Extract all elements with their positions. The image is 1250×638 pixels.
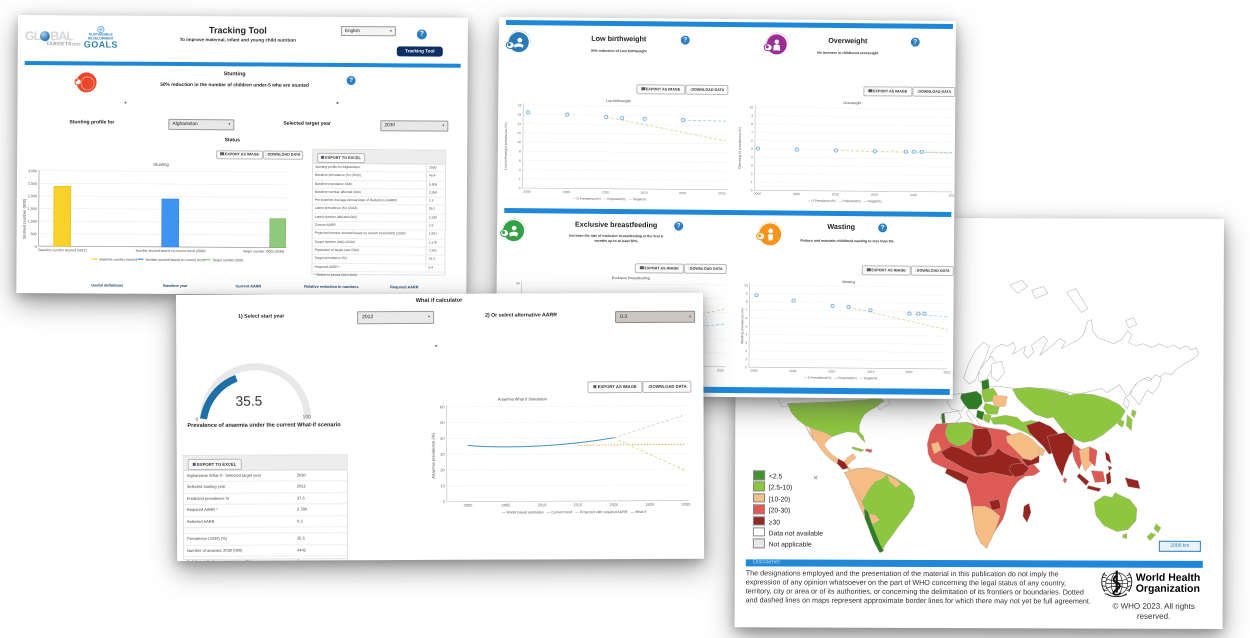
svg-text:10: 10 [517, 140, 521, 144]
svg-text:2005: 2005 [501, 503, 511, 508]
svg-text:2020: 2020 [905, 370, 912, 374]
svg-text:2025: 2025 [943, 370, 950, 374]
svg-text:10: 10 [744, 283, 748, 287]
svg-text:2025: 2025 [718, 191, 725, 195]
svg-text:4: 4 [751, 155, 753, 159]
svg-text:50: 50 [440, 420, 445, 425]
svg-text:Number stunted based on curren: Number stunted based on current trend (2… [136, 249, 206, 253]
svg-text:60: 60 [440, 404, 445, 409]
svg-text:7: 7 [746, 308, 748, 312]
svg-text:3,000: 3,000 [28, 169, 37, 173]
svg-text:2020: 2020 [609, 502, 619, 507]
svg-text:.: . [757, 448, 758, 454]
svg-text:6: 6 [519, 159, 521, 163]
svg-text:8: 8 [751, 122, 753, 126]
svg-text:0: 0 [443, 499, 446, 504]
svg-text:Overweight: Overweight [843, 101, 861, 105]
svg-text:16: 16 [518, 113, 522, 117]
svg-text:30: 30 [440, 452, 445, 457]
svg-text:Wasting prevalence (%): Wasting prevalence (%) [740, 308, 744, 344]
svg-text:2000: 2000 [523, 190, 530, 194]
svg-text:— O Prevalence(%) --- Projec: — O Prevalence(%) --- Projected(%) — Tar… [807, 199, 881, 204]
svg-text:Baseline number stunted (2012): Baseline number stunted (2012) [38, 248, 86, 252]
svg-text:Anaemia prevalence (%): Anaemia prevalence (%) [431, 432, 436, 478]
svg-text:3: 3 [751, 164, 753, 168]
svg-text:2020: 2020 [910, 193, 917, 197]
svg-text:— 0 Prevalence(%) --- Projec: — 0 Prevalence(%) --- Projected(%) — Tar… [804, 376, 877, 381]
svg-text:4: 4 [745, 333, 747, 337]
svg-text:1: 1 [745, 357, 747, 361]
svg-text:20: 20 [440, 468, 445, 473]
svg-text:5: 5 [751, 147, 753, 151]
svg-text:8: 8 [519, 149, 521, 153]
svg-text:2: 2 [745, 349, 747, 353]
svg-text:2: 2 [519, 177, 521, 181]
svg-text:2010: 2010 [602, 190, 609, 194]
svg-text:2030: 2030 [681, 502, 691, 507]
svg-text:1,500: 1,500 [28, 207, 37, 211]
svg-text:2010: 2010 [537, 502, 547, 507]
svg-text:0: 0 [751, 188, 753, 192]
svg-text:2025: 2025 [949, 193, 956, 197]
svg-text:Stunting: Stunting [153, 162, 169, 167]
svg-text:12: 12 [517, 131, 521, 135]
svg-text:0: 0 [745, 365, 747, 369]
svg-text:— Model based estimates — Cu: — Model based estimates — Current trend … [502, 510, 646, 515]
svg-text:Target number (000): Target number (000) [212, 258, 243, 262]
svg-text:4: 4 [519, 168, 521, 172]
svg-text:10: 10 [750, 105, 754, 109]
svg-text:6: 6 [746, 316, 748, 320]
svg-text:14: 14 [518, 122, 522, 126]
svg-text:2010: 2010 [828, 369, 835, 373]
svg-text:2005: 2005 [563, 190, 570, 194]
svg-text:2000: 2000 [750, 369, 757, 373]
svg-text:Number stunted based on curren: Number stunted based on current trend [145, 258, 204, 262]
svg-text:8: 8 [746, 300, 748, 304]
svg-text:Anaemia What if Simulation: Anaemia What if Simulation [498, 396, 547, 401]
svg-text:2,000: 2,000 [28, 194, 37, 198]
svg-text:10: 10 [440, 483, 445, 488]
svg-text:0: 0 [519, 186, 521, 190]
svg-text:1,000: 1,000 [28, 219, 37, 223]
svg-text:60: 60 [516, 281, 520, 285]
svg-text:9: 9 [751, 114, 753, 118]
svg-text:2000: 2000 [754, 192, 761, 196]
svg-text:6: 6 [751, 139, 753, 143]
svg-text:5: 5 [746, 324, 748, 328]
svg-text:2015: 2015 [641, 191, 648, 195]
svg-text:— O Prevalence(%) --- Projec: — O Prevalence(%) --- Projected(%) — Tar… [572, 197, 646, 202]
svg-text:Low birthweight prevalence (%): Low birthweight prevalence (%) [504, 122, 508, 169]
svg-text:2010: 2010 [832, 192, 839, 196]
svg-text:40: 40 [440, 436, 445, 441]
svg-text:2015: 2015 [871, 193, 878, 197]
svg-text:Exclusive breastfeeding: Exclusive breastfeeding [612, 276, 650, 280]
svg-text:Wasting: Wasting [842, 280, 855, 284]
svg-text:2005: 2005 [793, 192, 800, 196]
svg-text:2000: 2000 [463, 503, 473, 508]
svg-text:2025: 2025 [645, 502, 655, 507]
svg-text:2,500: 2,500 [28, 182, 37, 186]
svg-text:500: 500 [31, 232, 37, 236]
svg-text:2020: 2020 [679, 191, 686, 195]
svg-text:×: × [813, 473, 818, 483]
svg-text:2025: 2025 [717, 368, 724, 372]
svg-text:3: 3 [745, 341, 747, 345]
svg-text:1: 1 [751, 180, 753, 184]
svg-text:0: 0 [35, 245, 37, 249]
svg-text:7: 7 [751, 130, 753, 134]
svg-text:9: 9 [746, 292, 748, 296]
svg-text:Target number (000) (2030): Target number (000) (2030) [243, 249, 284, 253]
svg-text:18: 18 [518, 103, 522, 107]
svg-text:Low birthweight: Low birthweight [606, 99, 631, 103]
svg-text:2: 2 [751, 172, 753, 176]
svg-text:Overweig ht prevalence (%): Overweig ht prevalence (%) [738, 127, 742, 169]
svg-text:Baseline number stunted: Baseline number stunted [99, 258, 137, 262]
svg-text:2015: 2015 [573, 502, 583, 507]
svg-text:2005: 2005 [789, 369, 796, 373]
svg-text:2015: 2015 [867, 370, 874, 374]
svg-text:Stunted number (000): Stunted number (000) [22, 198, 27, 239]
